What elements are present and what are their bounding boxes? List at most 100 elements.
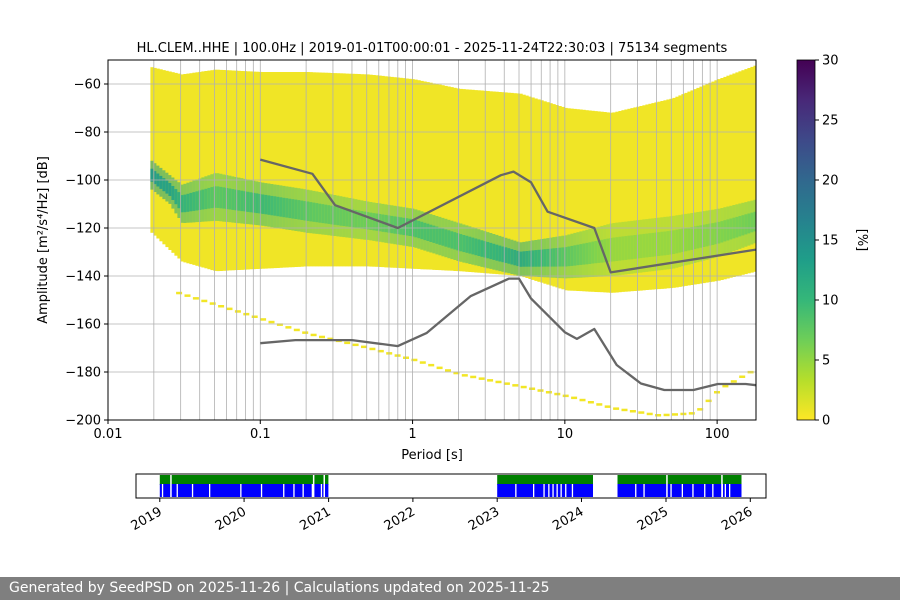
density-peak	[606, 238, 610, 262]
density-column	[474, 90, 478, 273]
density-column	[480, 90, 484, 273]
density-column	[471, 89, 475, 273]
density-column	[351, 73, 355, 267]
density-column	[156, 68, 160, 239]
x-tick-label: 0.1	[250, 427, 271, 442]
density-peak	[441, 228, 445, 246]
density-peak	[462, 235, 466, 253]
density-sparse-cell	[495, 380, 502, 384]
density-column	[339, 73, 343, 267]
density-peak	[534, 250, 538, 267]
density-peak	[738, 216, 742, 237]
density-column	[171, 72, 175, 253]
density-sparse-cell	[613, 407, 620, 410]
density-peak	[375, 213, 379, 231]
density-column	[552, 104, 556, 287]
processed-gap	[635, 484, 637, 497]
timeline-tick-label: 2026	[719, 504, 755, 534]
density-column	[690, 90, 694, 286]
colorbar-label: [%]	[854, 229, 869, 252]
density-column	[666, 99, 670, 289]
density-sparse-cell	[344, 341, 351, 345]
processed-data-span	[617, 484, 742, 497]
y-tick-label: −80	[74, 126, 101, 141]
density-column	[267, 72, 271, 269]
x-axis-label: Period [s]	[401, 448, 463, 463]
density-column	[417, 80, 421, 269]
density-sparse-cell	[487, 379, 494, 382]
density-peak	[270, 195, 274, 216]
density-column	[168, 71, 172, 250]
psd-figure: HL.CLEM..HHE | 100.0Hz | 2019-01-01T00:0…	[36, 41, 869, 534]
density-peak	[372, 213, 376, 231]
density-peak	[333, 206, 337, 225]
density-peak	[675, 229, 679, 254]
density-column	[279, 72, 283, 268]
timeline-year-ticks: 2019 2020 2021 2022 2023 2024 2025 2026	[129, 498, 755, 534]
density-peak	[417, 220, 421, 239]
density-peak	[552, 248, 556, 267]
density-peak	[309, 202, 313, 222]
psd-density-layer	[150, 65, 756, 417]
density-column	[633, 107, 637, 292]
density-peak	[531, 250, 535, 267]
density-column	[606, 112, 610, 293]
density-peak	[591, 241, 595, 264]
noise-model-curves	[259, 158, 756, 392]
density-sparse-cell	[218, 305, 225, 308]
density-peak	[699, 225, 703, 248]
density-peak	[495, 244, 499, 261]
density-column	[249, 71, 253, 270]
density-peak	[459, 234, 463, 252]
density-peak	[657, 232, 661, 256]
density-peak	[471, 237, 475, 255]
density-column	[702, 85, 706, 284]
density-column	[603, 112, 607, 293]
density-peak	[639, 234, 643, 259]
density-peak	[666, 231, 670, 255]
density-peak	[594, 241, 598, 264]
density-peak	[492, 243, 496, 260]
density-peak	[180, 195, 184, 213]
density-column	[705, 84, 709, 283]
processed-gap	[692, 484, 694, 497]
density-column	[645, 104, 649, 290]
density-peak	[720, 221, 724, 243]
density-column	[564, 107, 568, 291]
density-column	[273, 72, 277, 269]
available-gap	[312, 475, 315, 497]
y-tick-label: −140	[65, 270, 101, 285]
density-peak	[291, 199, 295, 219]
density-peak	[480, 240, 484, 257]
processed-gap	[533, 484, 535, 497]
density-peak	[222, 187, 226, 209]
density-peak	[558, 247, 562, 267]
density-peak	[321, 204, 325, 224]
density-column	[399, 77, 403, 269]
density-sparse-cell	[192, 297, 199, 300]
density-peak	[294, 199, 298, 219]
density-peak	[237, 190, 241, 211]
density-column	[573, 108, 577, 291]
processed-gap	[293, 484, 295, 497]
density-column	[543, 101, 547, 284]
density-sparse-cell	[176, 291, 183, 295]
colorbar-tick-label: 10	[822, 294, 839, 309]
density-peak	[630, 235, 634, 260]
density-peak	[312, 202, 316, 222]
density-column	[240, 71, 244, 270]
density-column	[585, 110, 589, 292]
density-peak	[438, 227, 442, 245]
density-column	[330, 73, 334, 267]
processed-gap	[302, 484, 304, 497]
timeline-frame	[135, 473, 767, 499]
density-column	[348, 73, 352, 267]
processed-gap	[320, 484, 323, 497]
density-column	[363, 74, 367, 267]
density-sparse-cell	[209, 302, 216, 305]
density-peak	[684, 228, 688, 252]
density-column	[546, 102, 550, 285]
density-peak	[711, 223, 715, 245]
density-column	[642, 105, 646, 291]
density-column	[621, 110, 625, 292]
